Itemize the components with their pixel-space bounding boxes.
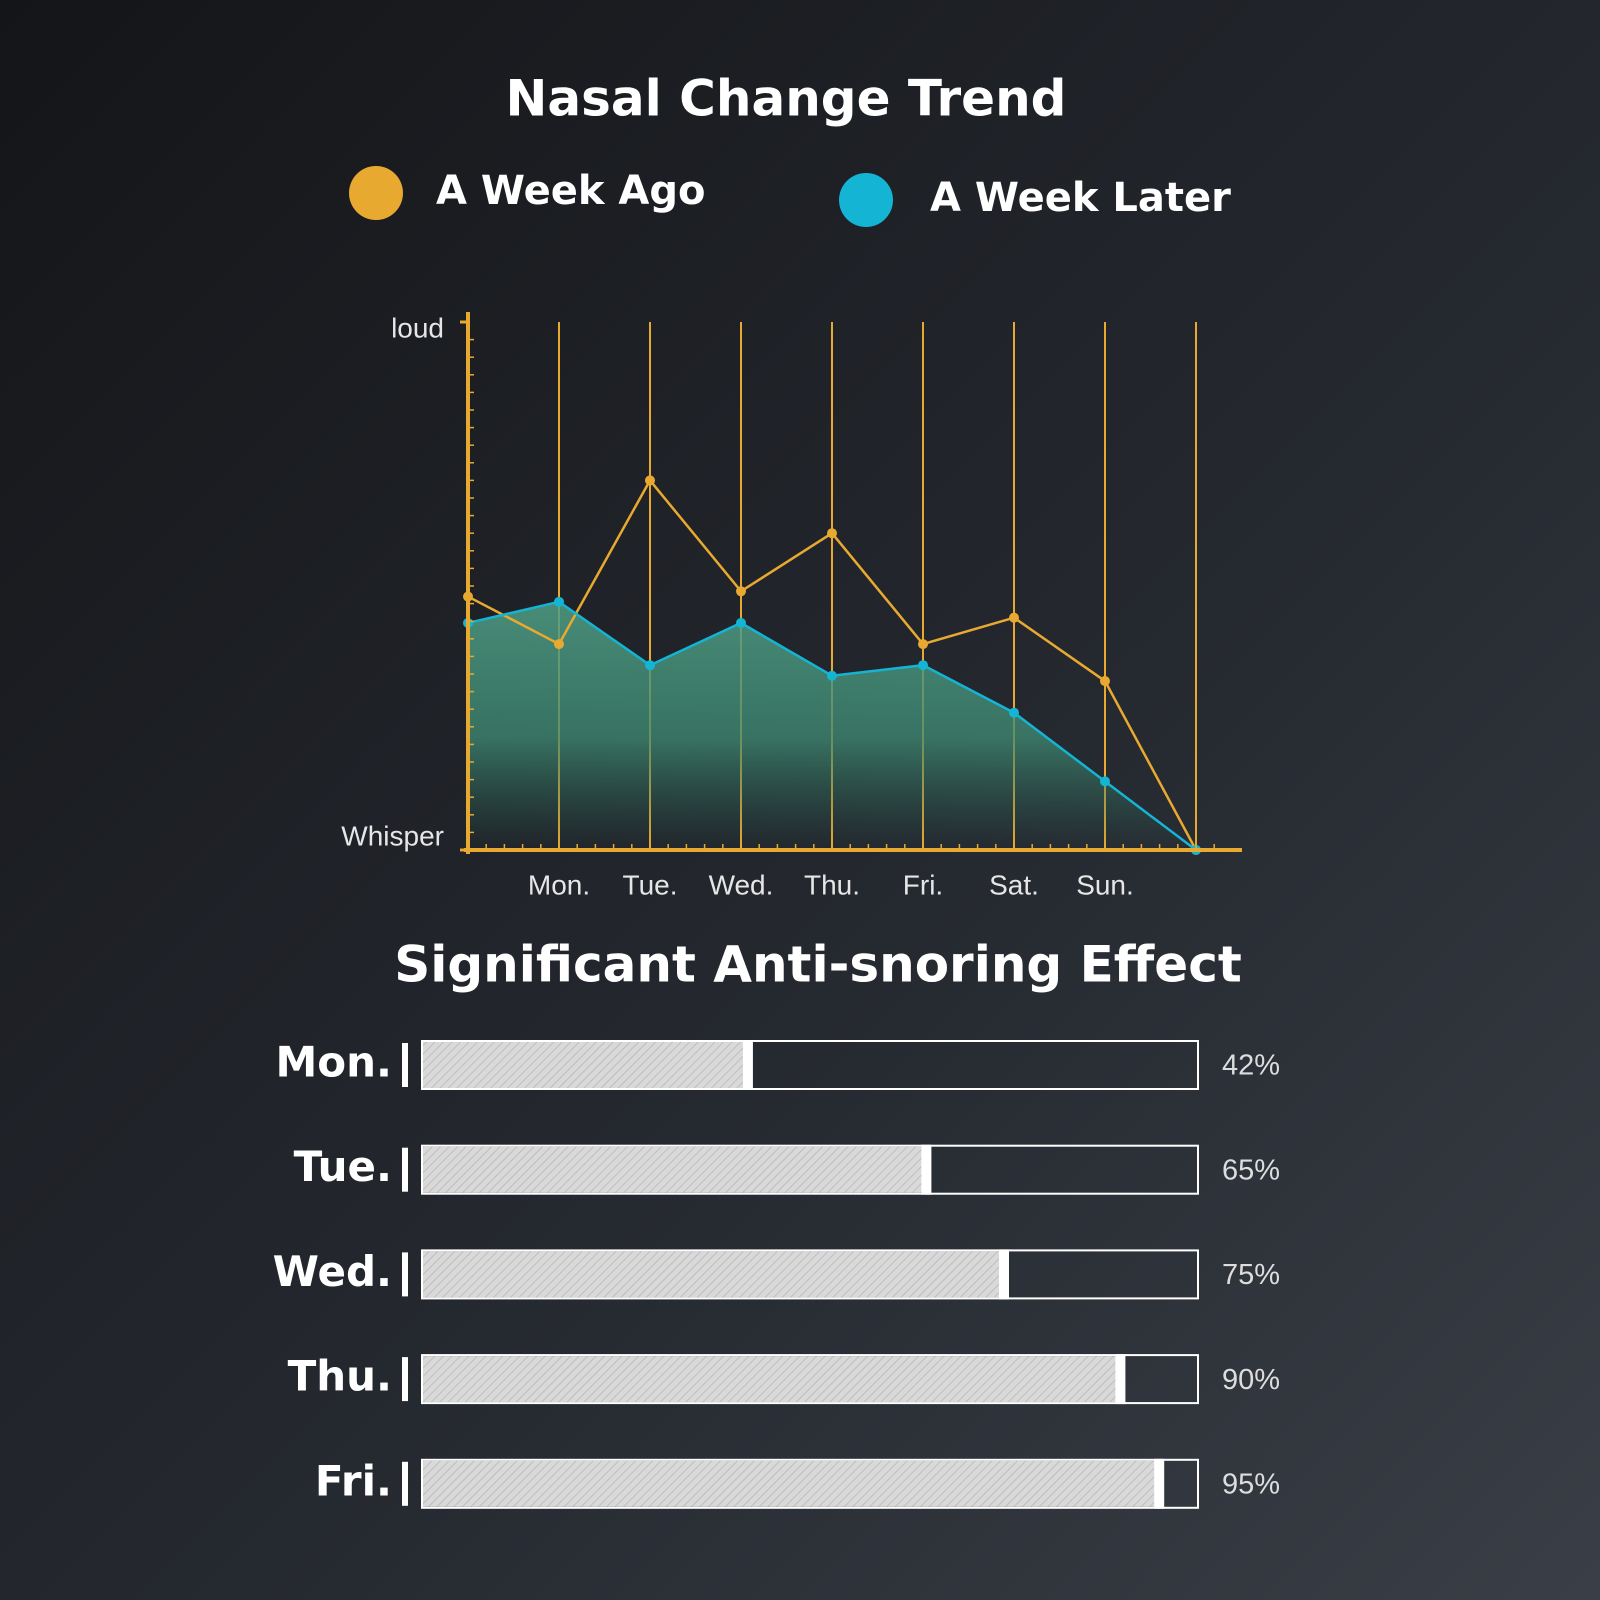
data-point (645, 475, 655, 486)
legend-label: A Week Ago (436, 168, 705, 214)
category-label: Mon. (275, 1038, 392, 1087)
category-label: Wed. (273, 1247, 392, 1296)
bar (423, 1356, 1121, 1403)
bar-track (421, 1040, 1199, 1090)
bar (423, 1146, 927, 1193)
data-point (918, 639, 928, 650)
category-label: Thu. (288, 1352, 392, 1401)
bar-end-marker (1154, 1458, 1165, 1509)
data-point (736, 586, 746, 597)
value-label: 42% (1222, 1050, 1280, 1082)
value-label: 90% (1222, 1364, 1280, 1396)
bar (423, 1042, 748, 1088)
y-tick-label: loud (391, 312, 444, 343)
bar-end-marker (999, 1249, 1009, 1300)
area-fill (468, 601, 1196, 850)
data-point (1100, 676, 1110, 687)
bar-end-marker (742, 1040, 753, 1090)
data-point (554, 596, 564, 607)
x-tick-label: Sun. (1076, 869, 1134, 900)
x-tick-label: Mon. (528, 869, 590, 900)
data-point (827, 670, 837, 681)
x-tick-label: Sat. (989, 869, 1039, 900)
y-tick-label: Whisper (341, 820, 444, 851)
data-point (918, 660, 928, 671)
x-tick-label: Wed. (709, 869, 774, 900)
category-divider (402, 1357, 408, 1402)
chart-title: Nasal Change Trend (506, 70, 1067, 128)
value-label: 75% (1222, 1259, 1280, 1291)
x-tick-label: Thu. (804, 869, 860, 900)
data-point (827, 528, 837, 539)
data-point (736, 617, 746, 628)
legend-swatch (839, 173, 893, 227)
category-divider (402, 1252, 408, 1297)
chart-title: Significant Anti-snoring Effect (394, 936, 1242, 994)
value-label: 95% (1222, 1468, 1280, 1500)
data-point (645, 660, 655, 671)
category-label: Tue. (294, 1142, 392, 1191)
x-tick-label: Fri. (903, 869, 943, 900)
data-point (554, 639, 564, 650)
bar-track (421, 1458, 1199, 1509)
bar-track (421, 1144, 1199, 1195)
category-divider (402, 1043, 408, 1087)
value-label: 65% (1222, 1154, 1280, 1186)
category-divider (402, 1461, 408, 1506)
legend-swatch (349, 166, 403, 220)
category-divider (402, 1147, 408, 1192)
bar-track (421, 1354, 1199, 1405)
bar-end-marker (1115, 1354, 1126, 1405)
bar (423, 1460, 1160, 1507)
bar (423, 1251, 1004, 1298)
bar-end-marker (921, 1144, 932, 1195)
data-point (1009, 707, 1019, 718)
x-tick-label: Tue. (623, 869, 678, 900)
category-label: Fri. (315, 1456, 392, 1505)
legend-label: A Week Later (930, 175, 1231, 221)
data-point (1100, 776, 1110, 787)
data-point (1009, 612, 1019, 623)
bar-track (421, 1249, 1199, 1300)
